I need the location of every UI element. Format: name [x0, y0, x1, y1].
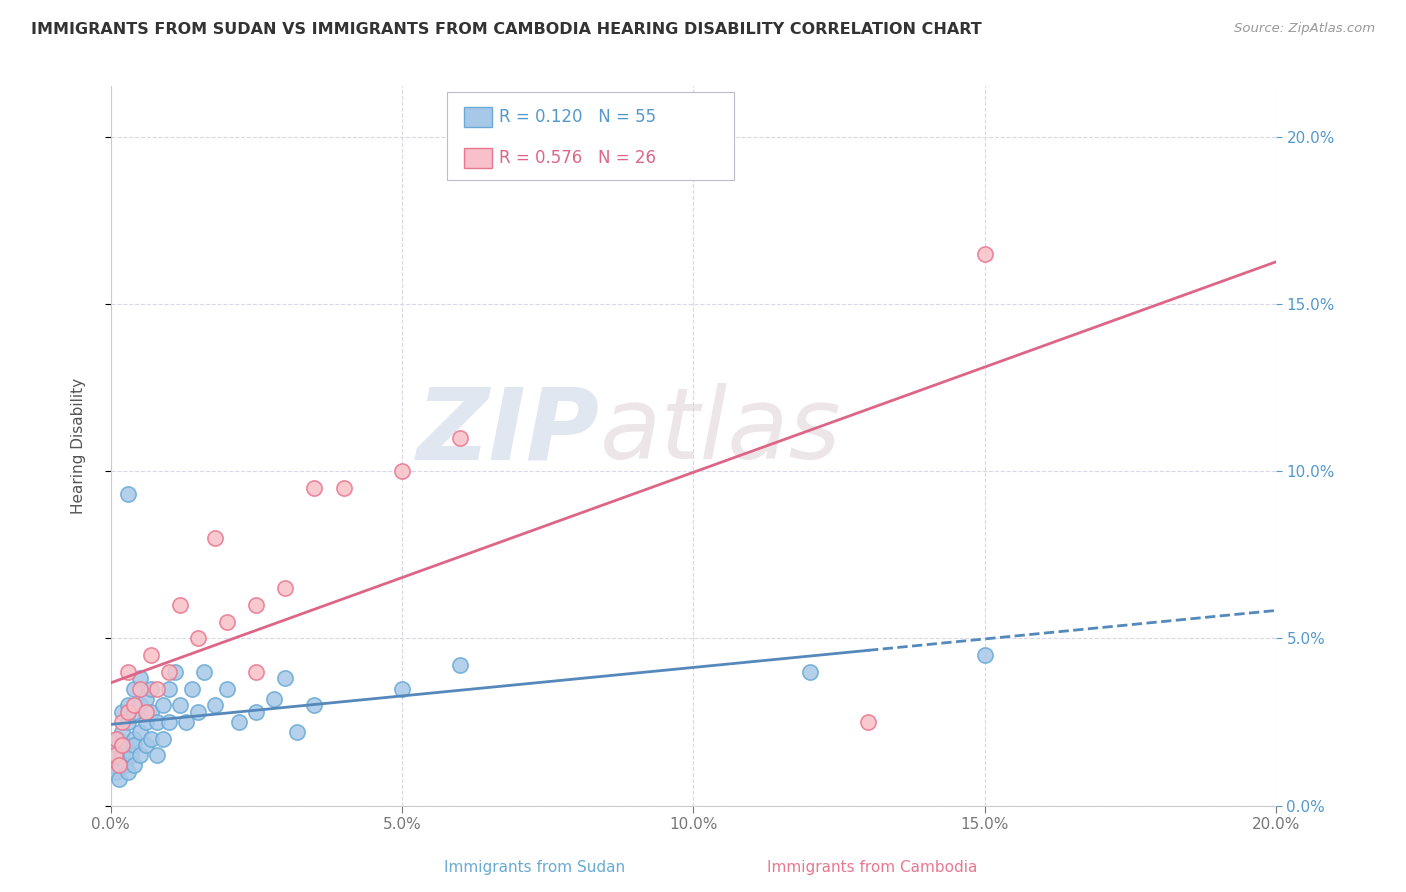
Point: [217, 615, 239, 629]
Point: [193, 665, 215, 679]
Point: [111, 725, 134, 739]
Point: [204, 698, 226, 713]
Point: [304, 481, 326, 495]
Point: [245, 665, 267, 679]
Point: [134, 691, 156, 706]
Point: [120, 748, 142, 763]
Point: [117, 698, 139, 713]
Point: [146, 681, 169, 696]
Point: [304, 698, 326, 713]
Point: [799, 665, 821, 679]
Point: [449, 658, 471, 673]
Point: [103, 758, 125, 772]
Point: [111, 739, 134, 753]
Text: atlas: atlas: [600, 383, 842, 480]
Point: [122, 681, 145, 696]
Point: [122, 739, 145, 753]
Point: [157, 665, 180, 679]
Point: [104, 748, 127, 763]
Point: [117, 705, 139, 719]
Point: [117, 714, 139, 729]
Text: ZIP: ZIP: [418, 383, 600, 480]
Point: [122, 698, 145, 713]
Point: [973, 246, 995, 260]
Point: [114, 758, 136, 772]
Point: [134, 705, 156, 719]
Point: [187, 632, 209, 646]
Y-axis label: Hearing Disability: Hearing Disability: [72, 378, 86, 514]
Point: [169, 698, 191, 713]
Text: Source: ZipAtlas.com: Source: ZipAtlas.com: [1234, 22, 1375, 36]
Text: R = 0.576   N = 26: R = 0.576 N = 26: [499, 149, 657, 167]
Point: [263, 691, 285, 706]
Point: [274, 672, 297, 686]
Point: [105, 731, 128, 746]
Point: [181, 681, 204, 696]
Text: Immigrants from Sudan: Immigrants from Sudan: [444, 861, 624, 875]
Point: [217, 681, 239, 696]
Point: [146, 748, 169, 763]
Point: [204, 531, 226, 545]
Point: [187, 705, 209, 719]
Point: [973, 648, 995, 662]
Point: [105, 739, 128, 753]
Point: [391, 464, 413, 478]
Point: [245, 705, 267, 719]
Point: [122, 758, 145, 772]
Point: [449, 431, 471, 445]
Text: Immigrants from Cambodia: Immigrants from Cambodia: [766, 861, 977, 875]
Point: [152, 698, 174, 713]
Point: [157, 714, 180, 729]
Point: [107, 731, 129, 746]
Point: [128, 725, 150, 739]
Point: [128, 748, 150, 763]
Point: [163, 665, 186, 679]
Point: [141, 648, 163, 662]
Point: [391, 681, 413, 696]
Point: [169, 598, 191, 612]
Point: [122, 705, 145, 719]
Point: [111, 705, 134, 719]
Text: R = 0.120   N = 55: R = 0.120 N = 55: [499, 108, 657, 126]
Point: [128, 698, 150, 713]
Point: [128, 681, 150, 696]
Point: [285, 725, 308, 739]
Point: [228, 714, 250, 729]
Point: [111, 748, 134, 763]
Point: [105, 765, 128, 780]
Point: [152, 731, 174, 746]
Point: [122, 731, 145, 746]
Point: [141, 681, 163, 696]
Point: [104, 748, 127, 763]
Point: [332, 481, 354, 495]
Point: [146, 714, 169, 729]
Point: [117, 765, 139, 780]
Point: [128, 672, 150, 686]
Point: [117, 739, 139, 753]
Point: [141, 705, 163, 719]
Point: [141, 731, 163, 746]
Point: [856, 714, 879, 729]
Point: [176, 714, 198, 729]
Point: [108, 758, 131, 772]
Text: IMMIGRANTS FROM SUDAN VS IMMIGRANTS FROM CAMBODIA HEARING DISABILITY CORRELATION: IMMIGRANTS FROM SUDAN VS IMMIGRANTS FROM…: [31, 22, 981, 37]
Point: [134, 714, 156, 729]
Point: [108, 772, 131, 786]
Point: [117, 665, 139, 679]
Point: [157, 681, 180, 696]
Point: [245, 598, 267, 612]
Point: [111, 714, 134, 729]
Point: [117, 487, 139, 501]
Point: [134, 739, 156, 753]
Point: [274, 581, 297, 595]
